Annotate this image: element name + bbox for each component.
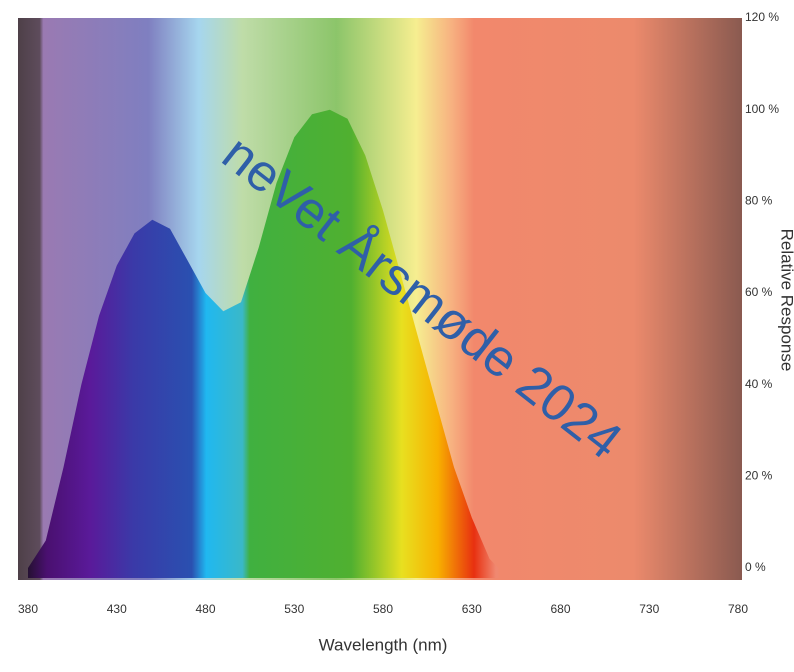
x-tick-label: 580 xyxy=(373,602,393,616)
x-tick-label: 730 xyxy=(639,602,659,616)
response-area xyxy=(28,109,499,578)
x-tick-label: 480 xyxy=(195,602,215,616)
y-tick-label: 80 % xyxy=(745,194,773,208)
y-tick-label: 0 % xyxy=(745,560,766,574)
x-axis-label: Wavelength (nm) xyxy=(319,635,448,654)
x-tick-label: 380 xyxy=(18,602,38,616)
x-tick-label: 680 xyxy=(550,602,570,616)
y-tick-label: 40 % xyxy=(745,377,773,391)
x-tick-label: 630 xyxy=(462,602,482,616)
y-tick-label: 60 % xyxy=(745,285,773,299)
x-tick-label: 430 xyxy=(107,602,127,616)
y-tick-label: 20 % xyxy=(745,469,773,483)
y-tick-label: 100 % xyxy=(745,102,779,116)
x-tick-label: 530 xyxy=(284,602,304,616)
x-tick-label: 780 xyxy=(728,602,748,616)
y-tick-label: 120 % xyxy=(745,10,779,24)
y-axis-label: Relative Response xyxy=(778,229,794,372)
